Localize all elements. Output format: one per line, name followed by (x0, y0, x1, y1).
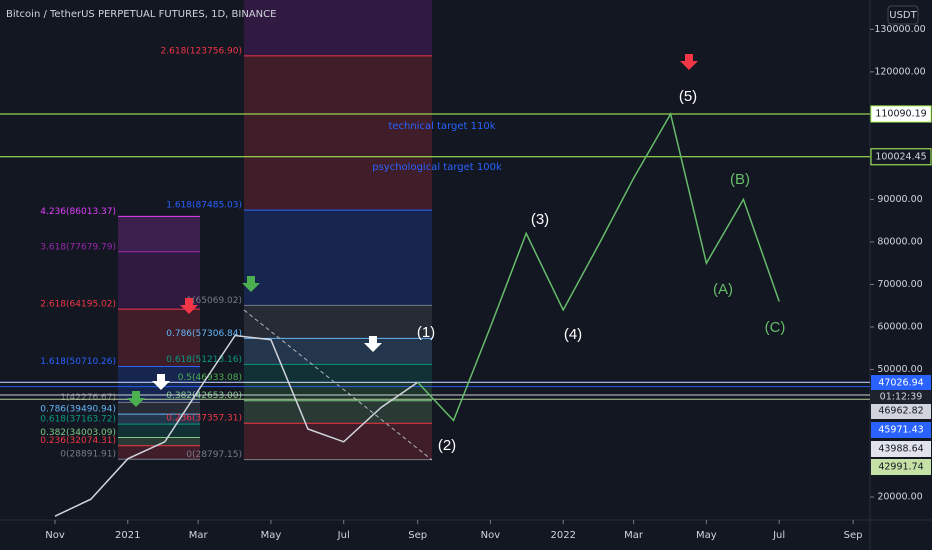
wave-label: (3) (531, 211, 549, 228)
price-tag (871, 459, 931, 475)
fib-label: 1(65069.02) (186, 296, 242, 306)
x-tick-label: 2022 (550, 530, 575, 541)
fib-label: 0.786(57306.84) (166, 329, 242, 339)
y-tick-label: 20000.00 (877, 492, 922, 503)
x-tick-label: Jul (772, 530, 785, 541)
price-tag-label: 43988.64 (878, 444, 923, 455)
y-tick-label: 50000.00 (877, 364, 922, 375)
countdown: 01:12:39 (880, 392, 923, 403)
x-tick-label: Jul (337, 530, 350, 541)
x-tick-label: Nov (481, 530, 501, 541)
currency-box (887, 5, 919, 25)
fib-label: 0.618(51213.16) (166, 355, 242, 365)
signal-arrow (180, 298, 198, 314)
fib-label: 0.382(34003.09) (40, 428, 116, 438)
wave-label: (1) (417, 324, 435, 341)
x-tick-label: May (261, 530, 282, 541)
fib-label: 3.618(77679.79) (40, 242, 116, 252)
fib-zone (118, 437, 200, 446)
wave-label: (B) (730, 171, 750, 188)
fib-zone (244, 364, 432, 383)
y-tick-label: 70000.00 (877, 279, 922, 290)
currency: USDT (889, 10, 917, 21)
chart-title: Bitcoin / TetherUS PERPETUAL FUTURES, 1D… (6, 9, 276, 20)
countdown-box (871, 390, 931, 404)
fib-label: 0.382(42653.00) (166, 391, 242, 401)
fib-zone (118, 216, 200, 252)
price-tag-label: 100024.45 (875, 151, 926, 162)
price-tag (871, 375, 931, 391)
fib-label: 0.786(39490.94) (40, 405, 116, 415)
target-annotation: psychological target 100k (372, 162, 502, 173)
fib-zone (118, 402, 200, 415)
wave-label: (2) (438, 437, 456, 454)
price-line-series (54, 334, 419, 517)
trend-line (243, 309, 433, 461)
fib-label: 1.618(87485.03) (166, 201, 242, 211)
wave-label: (A) (713, 281, 733, 298)
fib-label: 0.618(37163.72) (40, 415, 116, 425)
fib-label: 0.236(32074.31) (40, 436, 116, 446)
x-tick-label: Sep (844, 530, 863, 541)
x-tick-label: Mar (624, 530, 644, 541)
price-tag (871, 403, 931, 419)
price-tag-label: 110090.19 (875, 108, 926, 119)
fib-label: 4.236(86013.37) (40, 207, 116, 217)
fib-label: 0.236(37357.31) (166, 414, 242, 424)
fib-label: 2.618(123756.90) (161, 46, 242, 56)
signal-arrow (152, 374, 170, 390)
y-tick-label: 90000.00 (877, 194, 922, 205)
signal-arrow (364, 336, 382, 352)
price-tag (871, 422, 931, 438)
fib-zone (244, 55, 432, 211)
target-annotation: technical target 110k (388, 121, 495, 132)
price-tag-label: 42991.74 (878, 462, 923, 473)
price-tag-label: 46962.82 (878, 406, 923, 417)
fib-label: 1(42276.67) (60, 393, 116, 403)
signal-arrow (680, 54, 698, 70)
fib-zone (118, 309, 200, 367)
wave-label: (C) (765, 319, 786, 336)
y-tick-label: 60000.00 (877, 321, 922, 332)
fib-label: 0.5(46933.08) (178, 373, 242, 383)
x-tick-label: Nov (45, 530, 65, 541)
fib-zone (244, 0, 432, 56)
signal-arrow (242, 276, 260, 292)
fib-label: 0(28891.91) (60, 450, 116, 460)
y-tick-label: 130000.00 (874, 24, 925, 35)
signal-arrow (127, 391, 145, 407)
fib-zone (118, 445, 200, 460)
price-tag-label: 47026.94 (878, 378, 923, 389)
x-tick-label: Mar (189, 530, 209, 541)
fib-label: 2.618(64195.02) (40, 300, 116, 310)
wave-label: (4) (564, 326, 582, 343)
price-line-series (417, 111, 780, 422)
x-tick-label: Sep (408, 530, 427, 541)
y-tick-label: 80000.00 (877, 236, 922, 247)
fib-zone (244, 305, 432, 339)
fib-zone (244, 210, 432, 306)
x-tick-label: May (696, 530, 717, 541)
fib-zone (244, 423, 432, 460)
y-tick-label: 120000.00 (874, 66, 925, 77)
price-tag (870, 105, 932, 123)
wave-label: (5) (679, 88, 697, 105)
fib-label: 1.618(50710.26) (40, 357, 116, 367)
fib-zone (118, 414, 200, 425)
x-tick-label: 2021 (115, 530, 140, 541)
fib-label: 0(28797.15) (186, 450, 242, 460)
fib-zone (118, 424, 200, 438)
price-tag (870, 148, 932, 166)
price-tag (871, 441, 931, 457)
fib-zone (244, 400, 432, 424)
price-tag-label: 45971.43 (878, 425, 923, 436)
